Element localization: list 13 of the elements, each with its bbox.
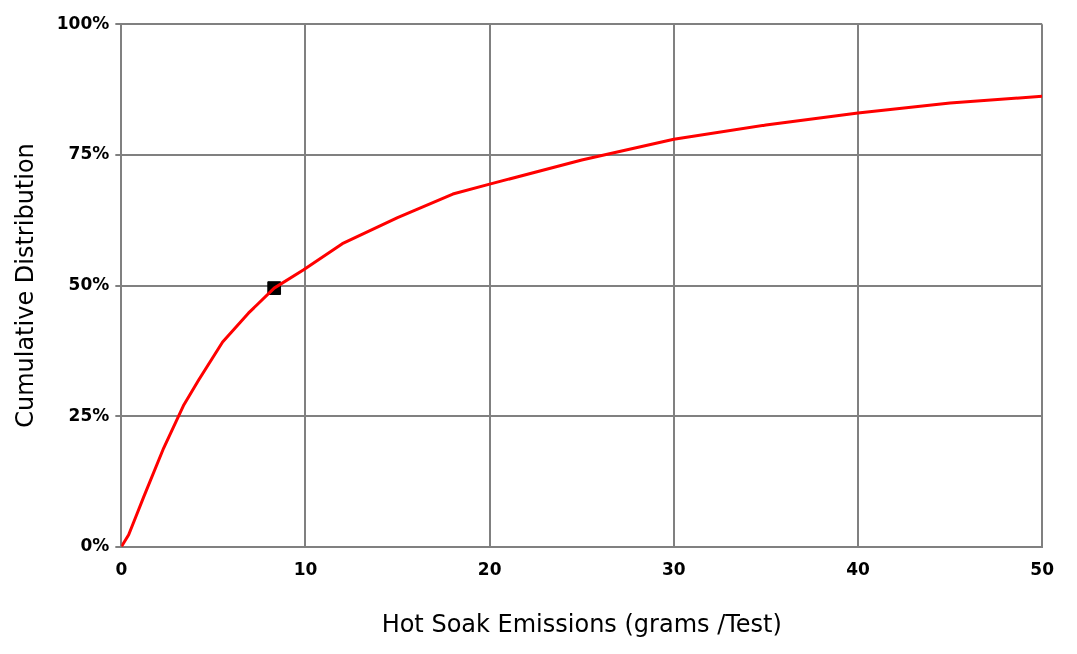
x-axis-title: Hot Soak Emissions (grams /Test) xyxy=(381,609,782,638)
x-tick-label: 10 xyxy=(293,559,318,580)
y-tick-label: 100% xyxy=(56,12,110,33)
y-tick-label: 25% xyxy=(68,404,110,425)
y-axis-title: Cumulative Distribution xyxy=(10,143,39,428)
y-tick-label: 0% xyxy=(80,535,110,556)
x-tick-label: 50 xyxy=(1030,559,1055,580)
y-tick-label: 75% xyxy=(68,143,110,164)
x-tick-label: 30 xyxy=(661,559,686,580)
x-tick-label: 40 xyxy=(846,559,870,580)
x-tick-label: 0 xyxy=(115,559,128,580)
y-tick-label: 50% xyxy=(68,273,110,294)
x-tick-label: 20 xyxy=(477,559,502,580)
